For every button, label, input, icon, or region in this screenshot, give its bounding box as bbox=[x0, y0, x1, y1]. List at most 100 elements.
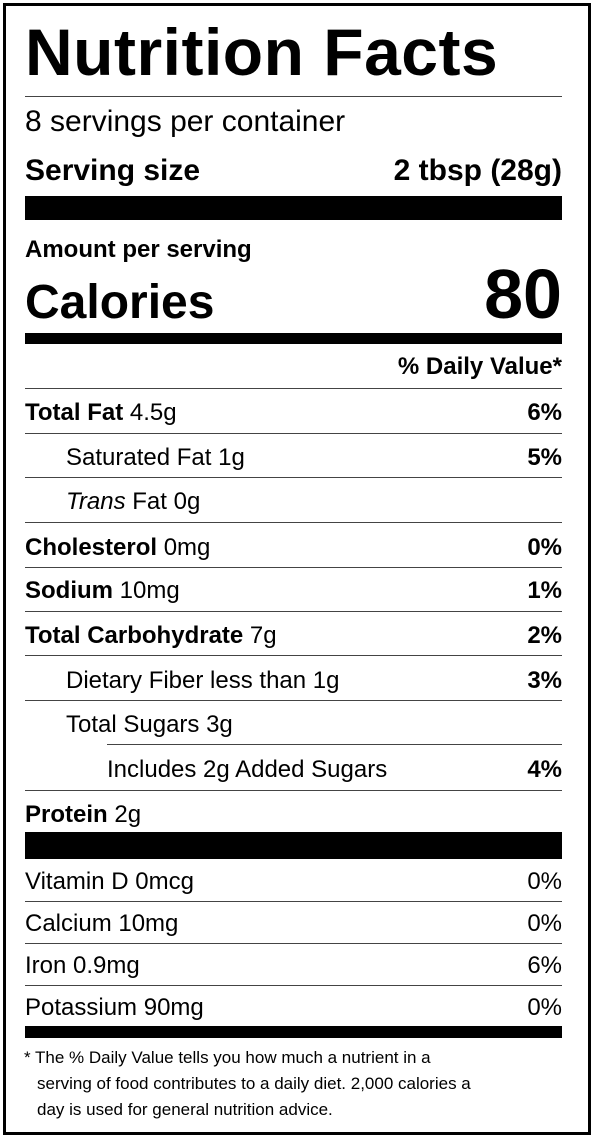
nutrient-amount: less than 1g bbox=[210, 667, 340, 694]
vitamin-amount: 10mg bbox=[118, 910, 179, 937]
nutrient-row-dietary-fiber: Dietary Fiber less than 1g 3% bbox=[25, 667, 562, 695]
divider bbox=[25, 522, 562, 523]
divider bbox=[25, 477, 562, 478]
calories-row: Calories 80 bbox=[25, 254, 562, 343]
thick-divider bbox=[25, 832, 562, 859]
nutrient-row-saturated-fat: Saturated Fat 1g 5% bbox=[25, 444, 562, 472]
vitamin-dv: 0% bbox=[527, 994, 562, 1021]
vitamin-label: Calcium 10mg bbox=[25, 910, 178, 938]
vitamin-row-potassium: Potassium 90mg 0% bbox=[25, 994, 562, 1022]
nutrient-amount: 4.5g bbox=[129, 399, 177, 426]
nutrient-label: Protein 2g bbox=[25, 801, 141, 829]
footnote: * The % Daily Value tells you how much a… bbox=[24, 1045, 568, 1123]
divider bbox=[25, 611, 562, 612]
vitamin-amount: 0mcg bbox=[135, 868, 194, 895]
nutrient-name: Total Sugars bbox=[66, 711, 200, 738]
nutrient-name: Cholesterol bbox=[25, 534, 158, 561]
footnote-line: serving of food contributes to a daily d… bbox=[37, 1074, 471, 1093]
nutrient-name: Includes 2g Added Sugars bbox=[107, 756, 388, 783]
nutrient-row-cholesterol: Cholesterol 0mg 0% bbox=[25, 534, 562, 562]
nutrient-dv: 2% bbox=[527, 622, 562, 649]
divider bbox=[25, 567, 562, 568]
nutrient-label: Cholesterol 0mg bbox=[25, 534, 210, 562]
nutrient-name: Protein bbox=[25, 801, 108, 828]
nutrient-name-suffix: Fat bbox=[132, 488, 167, 515]
nutrient-label: Saturated Fat 1g bbox=[66, 444, 245, 472]
divider bbox=[25, 388, 562, 389]
nutrient-amount: 2g bbox=[114, 801, 142, 828]
calories-label: Calories bbox=[25, 276, 215, 329]
nutrient-dv: 3% bbox=[527, 667, 562, 694]
daily-value-header: % Daily Value* bbox=[25, 353, 562, 381]
nutrient-name: Saturated Fat bbox=[66, 444, 212, 471]
nutrient-dv: 6% bbox=[527, 399, 562, 426]
servings-text: 8 servings per container bbox=[25, 105, 346, 138]
nutrient-amount: 10mg bbox=[119, 577, 180, 604]
footnote-line: * The % Daily Value tells you how much a… bbox=[24, 1048, 431, 1067]
nutrition-label: Nutrition Facts 8 servings per container… bbox=[3, 3, 591, 1135]
nutrient-row-total-fat: Total Fat 4.5g 6% bbox=[25, 399, 562, 427]
nutrient-row-sodium: Sodium 10mg 1% bbox=[25, 577, 562, 605]
vitamin-amount: 90mg bbox=[143, 994, 204, 1021]
nutrient-label: Sodium 10mg bbox=[25, 577, 180, 605]
nutrient-amount: 0g bbox=[173, 488, 201, 515]
nutrient-amount: 7g bbox=[249, 622, 277, 649]
label-title: Nutrition Facts bbox=[25, 15, 499, 89]
nutrient-row-trans-fat: Trans Fat 0g bbox=[25, 488, 562, 516]
divider bbox=[25, 433, 562, 434]
vitamin-name: Iron bbox=[25, 952, 67, 979]
nutrient-label: Total Sugars 3g bbox=[66, 711, 233, 739]
nutrient-name: Total Carbohydrate bbox=[25, 622, 244, 649]
daily-value-header-text: % Daily Value* bbox=[397, 353, 562, 380]
nutrient-dv: 5% bbox=[527, 444, 562, 471]
divider bbox=[25, 943, 562, 944]
vitamin-name: Vitamin D bbox=[25, 868, 129, 895]
medium-divider bbox=[25, 1026, 562, 1038]
vitamin-amount: 0.9mg bbox=[73, 952, 140, 979]
divider bbox=[25, 700, 562, 701]
nutrient-row-total-carbohydrate: Total Carbohydrate 7g 2% bbox=[25, 622, 562, 650]
nutrient-dv: 1% bbox=[527, 577, 562, 604]
divider bbox=[25, 901, 562, 902]
nutrient-amount: 0mg bbox=[163, 534, 211, 561]
amount-per-serving: Amount per serving bbox=[25, 236, 252, 263]
vitamin-label: Vitamin D 0mcg bbox=[25, 868, 194, 896]
divider bbox=[25, 790, 562, 791]
nutrient-dv: 0% bbox=[527, 534, 562, 561]
nutrient-name: Total Fat bbox=[25, 399, 124, 426]
servings-per-container: 8 servings per container bbox=[25, 105, 562, 139]
label-content: Nutrition Facts 8 servings per container… bbox=[24, 6, 562, 1132]
vitamin-dv: 0% bbox=[527, 910, 562, 937]
footnote-line: day is used for general nutrition advice… bbox=[37, 1100, 333, 1119]
nutrient-label: Total Carbohydrate 7g bbox=[25, 622, 277, 650]
vitamin-label: Iron 0.9mg bbox=[25, 952, 140, 980]
vitamin-name: Calcium bbox=[25, 910, 112, 937]
medium-divider bbox=[25, 333, 562, 344]
nutrient-label: Dietary Fiber less than 1g bbox=[66, 667, 339, 695]
vitamin-dv: 6% bbox=[527, 952, 562, 979]
nutrient-dv: 4% bbox=[527, 756, 562, 783]
nutrient-row-total-sugars: Total Sugars 3g bbox=[25, 711, 562, 739]
nutrient-amount: 1g bbox=[218, 444, 245, 471]
nutrient-amount: 3g bbox=[206, 711, 233, 738]
divider bbox=[107, 744, 562, 745]
divider bbox=[25, 655, 562, 656]
nutrient-row-protein: Protein 2g bbox=[25, 801, 562, 829]
divider bbox=[25, 985, 562, 986]
vitamin-row-vitamin-d: Vitamin D 0mcg 0% bbox=[25, 868, 562, 896]
nutrient-label: Total Fat 4.5g bbox=[25, 399, 177, 427]
thick-divider bbox=[25, 196, 562, 220]
nutrient-row-added-sugars: Includes 2g Added Sugars 4% bbox=[25, 756, 562, 784]
vitamin-dv: 0% bbox=[527, 868, 562, 895]
vitamin-name: Potassium bbox=[25, 994, 138, 1021]
nutrient-name: Dietary Fiber bbox=[66, 667, 204, 694]
calories-value: 80 bbox=[484, 255, 562, 333]
vitamin-label: Potassium 90mg bbox=[25, 994, 204, 1022]
vitamin-row-iron: Iron 0.9mg 6% bbox=[25, 952, 562, 980]
nutrient-label: Trans Fat 0g bbox=[66, 488, 200, 516]
serving-size-label: Serving size bbox=[25, 154, 201, 187]
serving-size-row: Serving size 2 tbsp (28g) bbox=[25, 154, 562, 188]
vitamin-row-calcium: Calcium 10mg 0% bbox=[25, 910, 562, 938]
serving-size-value: 2 tbsp (28g) bbox=[393, 154, 562, 187]
nutrient-name: Sodium bbox=[25, 577, 113, 604]
